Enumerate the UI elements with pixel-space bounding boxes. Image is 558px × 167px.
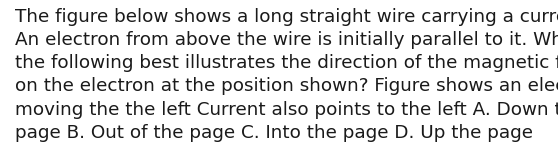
Text: The figure below shows a long straight wire carrying a current, I.
An electron f: The figure below shows a long straight w… (15, 8, 558, 142)
